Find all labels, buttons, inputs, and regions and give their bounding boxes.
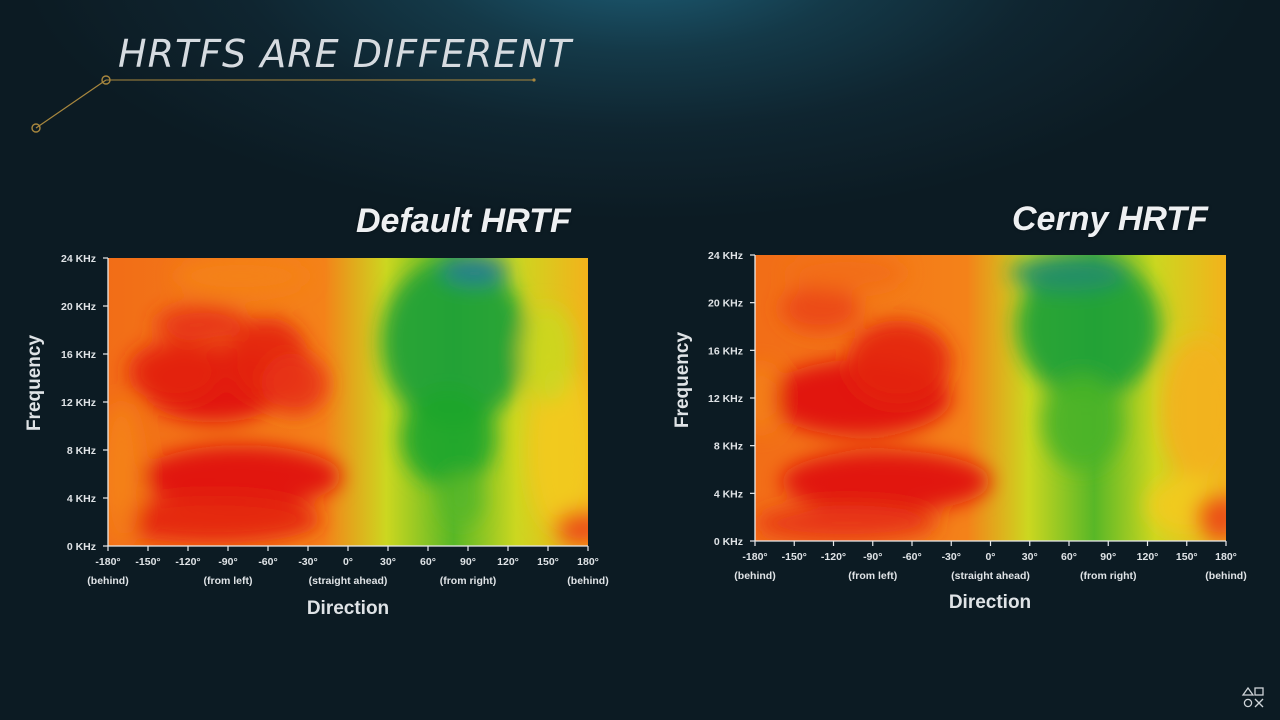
heatmap-region — [781, 284, 860, 333]
heatmap-region — [174, 258, 308, 294]
x-tick-label: -120° — [821, 551, 846, 563]
x-tick-label: -60° — [258, 556, 277, 568]
x-axis-title: Direction — [307, 598, 389, 619]
y-tick-label: 8 KHz — [714, 441, 743, 453]
heatmap-region — [1042, 374, 1122, 470]
heatmap-region — [108, 402, 142, 546]
x-tick-label: 60° — [420, 556, 436, 568]
y-tick-label: 16 KHz — [61, 349, 96, 361]
x-tick-sublabel: (from right) — [1080, 570, 1137, 582]
x-tick-sublabel: (behind) — [1205, 570, 1246, 582]
deco-node — [31, 123, 41, 133]
x-tick-label: -90° — [863, 551, 882, 563]
x-tick-label: -90° — [218, 556, 237, 568]
chart-cerny-hrtf: Cerny HRTF 0 KHz 4 KHz 8 KHz 12 KHz 16 KHz 20… — [640, 0, 1280, 720]
y-tick-label: 20 KHz — [708, 298, 743, 310]
x-tick-label: -120° — [175, 556, 200, 568]
x-tick-label: 30° — [1022, 551, 1038, 563]
heatmap-region — [1195, 493, 1226, 541]
x-tick-label: 60° — [1061, 551, 1077, 563]
heatmap-region — [154, 306, 248, 342]
x-tick-sublabel: (behind) — [87, 575, 128, 587]
heatmap-region — [755, 505, 939, 541]
x-tick-sublabel: (behind) — [567, 575, 608, 587]
y-tick-label: 24 KHz — [708, 250, 743, 262]
slide-title: HRTFS ARE DIFFERENT — [118, 32, 572, 76]
chart-svg: 0 KHz 4 KHz 8 KHz 12 KHz 16 KHz 20 KHz 24 KHz -… — [24, 253, 609, 619]
x-tick-label: 180° — [577, 556, 599, 568]
heatmap-region — [528, 366, 588, 534]
deco-node — [101, 75, 111, 85]
chart-title: Default HRTF — [356, 202, 571, 240]
heatmap-region — [521, 306, 575, 402]
heatmap-region — [846, 320, 952, 404]
y-tick-label: 16 KHz — [708, 345, 743, 357]
x-tick-label: 0° — [985, 551, 995, 563]
heatmap-region — [1010, 255, 1128, 291]
x-tick-label: 150° — [537, 556, 559, 568]
heatmap-region — [755, 362, 778, 434]
heatmap-region — [141, 445, 342, 508]
x-tick-sublabel: (straight ahead) — [309, 575, 388, 587]
heatmap-area — [108, 258, 588, 546]
x-tick-label: -180° — [95, 556, 120, 568]
y-tick-label: 0 KHz — [714, 536, 743, 548]
heatmap-area — [755, 255, 1226, 541]
y-tick-label: 4 KHz — [714, 488, 743, 500]
playstation-symbols-icon — [1241, 686, 1264, 708]
y-tick-label: 24 KHz — [61, 253, 96, 265]
x-tick-label: -30° — [298, 556, 317, 568]
x-tick-label: 90° — [1100, 551, 1116, 563]
x-tick-sublabel: (straight ahead) — [951, 570, 1030, 582]
x-axis-title: Direction — [949, 592, 1031, 613]
x-tick-label: -180° — [742, 551, 767, 563]
x-tick-label: -150° — [782, 551, 807, 563]
heatmap-region — [554, 510, 588, 546]
chart-title: Cerny HRTF — [1012, 200, 1208, 238]
x-tick-sublabel: (from right) — [440, 575, 497, 587]
y-tick-label: 0 KHz — [67, 541, 96, 553]
y-axis-title: Frequency — [24, 335, 45, 432]
heatmap-region — [128, 340, 222, 404]
y-tick-label: 12 KHz — [61, 397, 96, 409]
heatmap-region — [401, 390, 495, 486]
x-tick-label: 150° — [1176, 551, 1198, 563]
y-tick-label: 8 KHz — [67, 445, 96, 457]
heatmap-region — [787, 255, 906, 291]
heatmap-region — [1016, 255, 1161, 398]
heatmap-region — [781, 450, 991, 513]
y-tick-label: 4 KHz — [67, 493, 96, 505]
x-tick-label: 180° — [1215, 551, 1237, 563]
heatmap-region — [108, 495, 322, 544]
x-tick-sublabel: (from left) — [848, 570, 897, 582]
chart-svg: 0 KHz 4 KHz 8 KHz 12 KHz 16 KHz 20 KHz 24 KHz -… — [672, 250, 1247, 613]
heatmap-region — [441, 471, 482, 525]
heatmap-region — [261, 352, 328, 416]
y-tick-label: 20 KHz — [61, 301, 96, 313]
heatmap-region — [381, 258, 528, 426]
x-tick-sublabel: (behind) — [734, 570, 775, 582]
heatmap-region — [1160, 338, 1226, 482]
x-tick-label: 120° — [497, 556, 519, 568]
y-tick-label: 12 KHz — [708, 393, 743, 405]
x-tick-label: -150° — [135, 556, 160, 568]
x-tick-label: 0° — [343, 556, 353, 568]
chart-default-hrtf: Default HRTF 0 KHz 4 KHz 8 KHz 12 KHz 16 KHz… — [24, 202, 609, 619]
title-decoration — [31, 75, 536, 133]
deco-node — [532, 78, 536, 82]
x-tick-label: 90° — [460, 556, 476, 568]
x-tick-label: -30° — [942, 551, 961, 563]
x-tick-label: 120° — [1137, 551, 1159, 563]
heatmap-region — [441, 258, 508, 285]
x-tick-label: -60° — [902, 551, 921, 563]
x-tick-label: 30° — [380, 556, 396, 568]
y-axis-title: Frequency — [672, 332, 693, 429]
x-tick-sublabel: (from left) — [204, 575, 253, 587]
